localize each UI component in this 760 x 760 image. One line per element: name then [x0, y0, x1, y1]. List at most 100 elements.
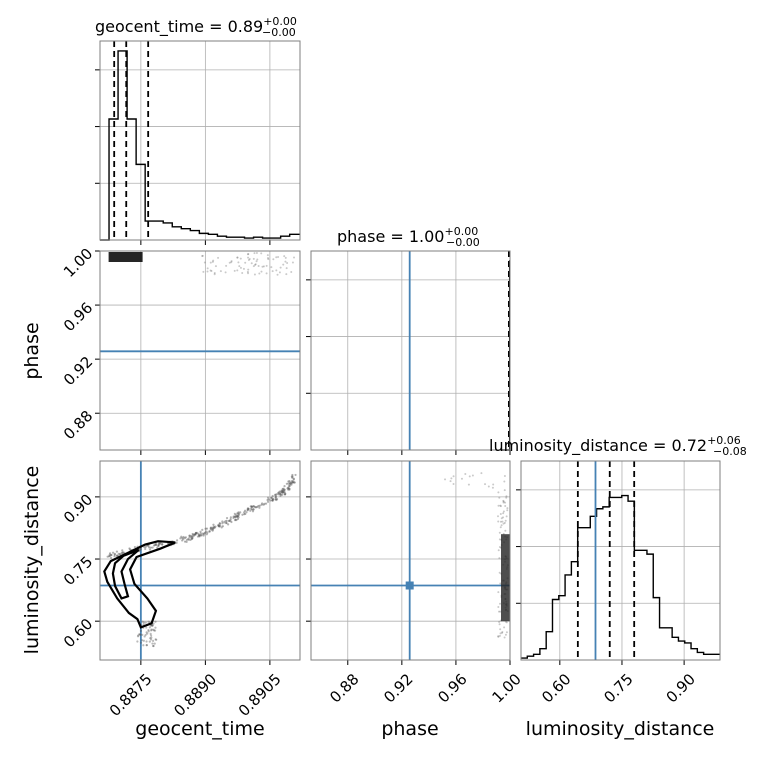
x-axis-label-geocent-time: geocent_time: [135, 718, 264, 740]
sample-point: [190, 535, 193, 538]
sample-point: [110, 553, 113, 557]
sample-point: [277, 256, 280, 259]
sample-point: [282, 487, 285, 490]
sample-point: [188, 534, 191, 537]
sample-point: [199, 534, 202, 537]
sample-point: [487, 485, 490, 488]
sample-point: [225, 521, 228, 524]
sample-point: [184, 536, 187, 539]
sample-point: [283, 485, 286, 488]
sample-point: [152, 622, 155, 625]
sample-point: [213, 526, 216, 530]
sample-point: [498, 620, 501, 623]
sample-point: [502, 522, 505, 525]
sample-point: [292, 477, 295, 480]
sample-point: [212, 523, 215, 526]
sample-point: [500, 524, 503, 527]
sample-point: [281, 491, 284, 494]
sample-point: [293, 481, 296, 484]
sample-point: [193, 533, 196, 536]
sample-point: [281, 487, 284, 491]
sample-point: [181, 536, 184, 540]
sample-point: [274, 495, 278, 499]
x-tick-label-luminosity_distance-0: 0.60: [538, 670, 574, 706]
sample-point: [150, 629, 153, 632]
title-geocent-time-lower: −0.00: [262, 26, 296, 39]
sample-point: [239, 257, 242, 260]
sample-point: [202, 270, 205, 273]
sample-point: [262, 503, 265, 506]
sample-point: [484, 483, 487, 486]
sample-point: [236, 517, 240, 521]
sample-point: [270, 496, 273, 499]
sample-point: [279, 494, 282, 497]
frame-layer: [95, 40, 721, 665]
sample-point: [275, 493, 278, 496]
sample-point: [271, 494, 274, 498]
sample-point: [499, 610, 502, 613]
sample-point: [266, 496, 270, 499]
title-phase-main: phase = 1.00: [337, 227, 444, 246]
sample-point: [241, 272, 244, 275]
sample-point: [145, 626, 148, 629]
panel-frame-2-1: [310, 460, 511, 661]
sample-point: [198, 535, 201, 538]
sample-point: [284, 256, 287, 259]
sample-point: [139, 633, 142, 636]
sample-point: [204, 531, 207, 534]
sample-point: [224, 520, 227, 523]
sample-point: [293, 481, 296, 484]
sample-point: [502, 516, 505, 519]
sample-point: [189, 538, 192, 541]
sample-point: [271, 270, 274, 273]
sample-point: [275, 498, 278, 502]
sample-point: [287, 480, 290, 483]
sample-point: [181, 539, 184, 542]
sample-point: [278, 490, 281, 493]
sample-point: [249, 505, 252, 508]
sample-point: [185, 538, 189, 542]
sample-point: [506, 509, 509, 512]
sample-point: [501, 520, 504, 523]
x-tick-label-phase-2: 0.96: [434, 670, 470, 706]
sample-point: [271, 498, 275, 501]
sample-point: [258, 506, 261, 509]
sample-point: [201, 254, 204, 257]
sample-point: [266, 500, 270, 503]
sample-point: [284, 492, 287, 495]
sample-point: [150, 628, 153, 631]
sample-point: [252, 505, 255, 508]
sample-point: [217, 256, 220, 259]
sample-point: [291, 261, 294, 264]
sample-point: [233, 269, 236, 272]
sample-point: [234, 514, 237, 517]
sample-point: [194, 533, 197, 536]
sample-point: [229, 518, 232, 521]
sample-point: [152, 628, 155, 631]
sample-point: [232, 516, 235, 520]
sample-point: [236, 515, 239, 518]
sample-point: [499, 520, 502, 523]
sample-point: [503, 521, 506, 524]
sample-point: [291, 479, 294, 483]
sample-point: [257, 265, 260, 268]
sample-point: [201, 532, 204, 535]
sample-point: [205, 530, 208, 533]
sample-point: [154, 620, 157, 623]
sample-point: [501, 631, 504, 634]
sample-point: [236, 269, 239, 272]
sample-point: [280, 490, 283, 493]
sample-point: [254, 263, 257, 266]
density-blob-phase-geocent: [108, 252, 143, 262]
sample-point: [183, 540, 187, 543]
sample-point: [221, 522, 224, 525]
sample-point: [149, 637, 152, 640]
sample-point: [504, 501, 507, 504]
sample-point: [291, 475, 294, 478]
sample-point: [225, 519, 228, 522]
panel-frame-2-2: [520, 460, 721, 661]
sample-point: [199, 530, 202, 533]
sample-point: [247, 256, 250, 259]
sample-point: [498, 557, 501, 560]
contour-inner: [111, 548, 140, 600]
